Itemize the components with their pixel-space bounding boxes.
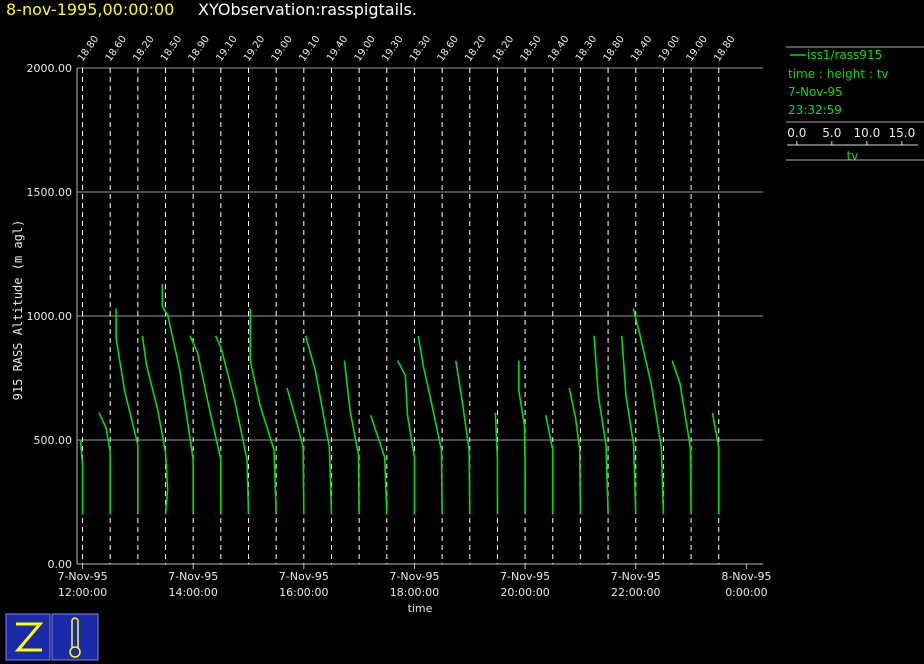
x-tick-time: 22:00:00 bbox=[611, 586, 660, 599]
thermometer-icon[interactable] bbox=[51, 613, 99, 661]
profile-trace bbox=[632, 308, 665, 515]
profile-trace bbox=[671, 360, 692, 515]
x-tick-label: 7-Nov-95 bbox=[389, 570, 439, 583]
x-tick-time: 18:00:00 bbox=[390, 586, 439, 599]
y-tick-label: 1000.00 bbox=[27, 310, 73, 323]
scale-tick-label: 15.0 bbox=[889, 126, 916, 140]
profile-trace bbox=[98, 412, 111, 515]
scale-tick-label: 10.0 bbox=[854, 126, 881, 140]
x-tick-time: 0:00:00 bbox=[725, 586, 767, 599]
x-tick-label: 7-Nov-95 bbox=[168, 570, 218, 583]
y-axis-label: 915 RASS Altitude (m agl) bbox=[11, 220, 25, 401]
z-glyph bbox=[14, 622, 44, 652]
y-tick-label: 0.00 bbox=[48, 558, 73, 571]
y-tick-label: 1500.00 bbox=[27, 186, 73, 199]
profile-trace bbox=[79, 439, 84, 515]
profile-trace bbox=[544, 415, 554, 515]
thermometer-glyph bbox=[71, 617, 79, 648]
x-tick-time: 20:00:00 bbox=[500, 586, 549, 599]
x-tick-label: 7-Nov-95 bbox=[57, 570, 107, 583]
x-tick-label: 7-Nov-95 bbox=[611, 570, 661, 583]
x-tick-time: 12:00:00 bbox=[58, 586, 107, 599]
profile-trace bbox=[161, 283, 194, 515]
profile-trace bbox=[304, 335, 333, 515]
profile-trace bbox=[214, 335, 250, 515]
profile-trace bbox=[494, 412, 499, 515]
profile-trace bbox=[518, 360, 526, 515]
scale-label: tv bbox=[847, 149, 859, 163]
chart-subtitle: XYObservation:rasspigtails. bbox=[198, 0, 417, 19]
x-tick-time: 16:00:00 bbox=[279, 586, 328, 599]
profile-trace bbox=[568, 387, 582, 515]
scale-tick-label: 5.0 bbox=[822, 126, 841, 140]
profile-trace bbox=[249, 308, 277, 515]
profile-trace bbox=[593, 335, 609, 515]
profile-trace bbox=[711, 412, 720, 515]
profile-trace bbox=[369, 414, 388, 515]
profile-trace bbox=[454, 360, 471, 515]
thermometer-bulb bbox=[69, 646, 81, 658]
x-axis-label: time bbox=[408, 602, 433, 615]
legend-info: 7-Nov-95 bbox=[788, 85, 843, 99]
profile-trace bbox=[141, 335, 169, 515]
x-tick-label: 7-Nov-95 bbox=[500, 570, 550, 583]
chart-title: 8-nov-1995,00:00:00 bbox=[6, 0, 174, 19]
legend-entry: iss1/rass915 bbox=[807, 48, 882, 62]
profile-trace bbox=[620, 335, 637, 515]
x-tick-time: 14:00:00 bbox=[168, 586, 217, 599]
scale-tick-label: 0.0 bbox=[787, 126, 806, 140]
y-tick-label: 500.00 bbox=[34, 434, 73, 447]
legend-info: 23:32:59 bbox=[788, 103, 842, 117]
app-icons bbox=[5, 613, 99, 661]
x-tick-label: 7-Nov-95 bbox=[279, 570, 329, 583]
profile-trace bbox=[189, 335, 222, 515]
profile-trace bbox=[115, 308, 139, 515]
x-tick-label: 8-Nov-95 bbox=[721, 570, 771, 583]
legend-info: time : height : tv bbox=[788, 67, 889, 81]
profile-trace bbox=[417, 335, 443, 515]
profile-trace bbox=[343, 360, 360, 515]
y-tick-label: 2000.00 bbox=[27, 62, 73, 75]
profile-trace bbox=[286, 387, 305, 515]
profile-trace bbox=[396, 360, 416, 515]
